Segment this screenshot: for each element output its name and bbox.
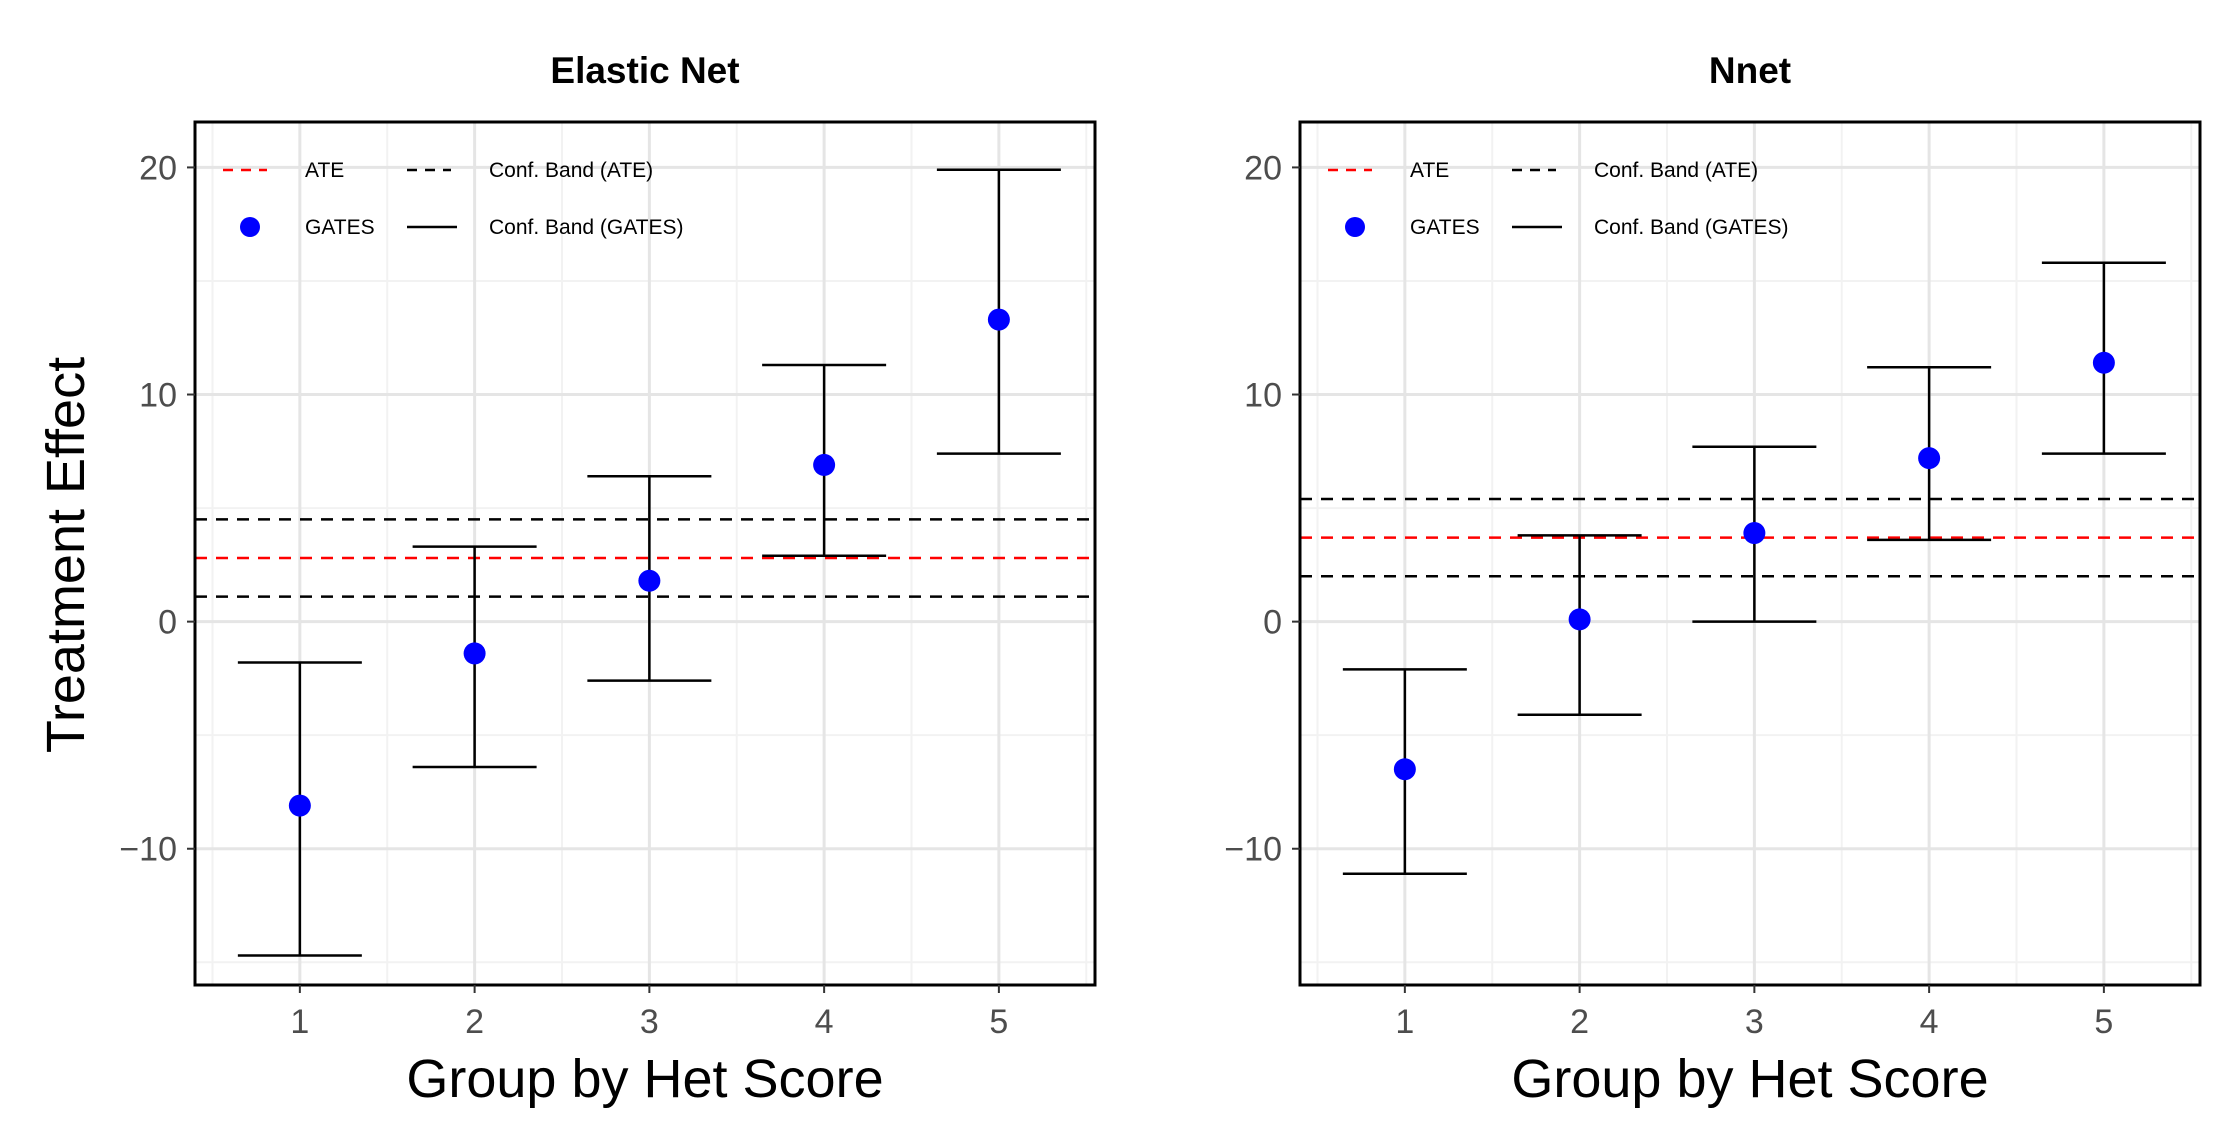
legend-gates-key [1345, 217, 1365, 237]
x-tick-label: 3 [640, 1003, 659, 1041]
panel-title: Nnet [1709, 50, 1791, 91]
panel-nnet: Nnet −10 0 10 20 1 2 3 4 5 Group by Het Score ATE Co… [1224, 50, 2202, 1109]
legend-gates-key [240, 217, 260, 237]
legend: ATE Conf. Band (ATE) GATES Conf. Band (GATE… [1328, 159, 1789, 239]
x-tick-label: 1 [1395, 1003, 1414, 1041]
y-axis-label: Treatment Effect [36, 357, 96, 753]
gates-point-3 [1743, 522, 1766, 545]
x-tick-label: 2 [1570, 1003, 1589, 1041]
x-tick-label: 1 [290, 1003, 309, 1041]
panel-border [1298, 120, 2202, 987]
y-tick-label: −10 [1224, 831, 1282, 869]
y-tick-label: 0 [158, 604, 177, 642]
y-tick-label: 20 [1244, 149, 1282, 187]
legend-ate-label: ATE [305, 159, 344, 182]
legend-ate-label: ATE [1410, 159, 1449, 182]
gates-point-4 [813, 453, 836, 476]
legend-band-gates-label: Conf. Band (GATES) [1594, 216, 1789, 239]
legend-band-ate-label: Conf. Band (ATE) [1594, 159, 1758, 182]
x-tick-label: 5 [2094, 1003, 2113, 1041]
y-tick-label: 0 [1263, 604, 1282, 642]
x-axis-label: Group by Het Score [1511, 1049, 1988, 1109]
legend-gates-label: GATES [305, 216, 375, 239]
gates-point-5 [2092, 351, 2115, 374]
legend-band-ate-label: Conf. Band (ATE) [489, 159, 653, 182]
y-tick-label: 10 [139, 377, 177, 415]
legend-gates-label: GATES [1410, 216, 1480, 239]
legend: ATE Conf. Band (ATE) GATES Conf. Band (GATE… [223, 159, 684, 239]
x-axis-label: Group by Het Score [406, 1049, 883, 1109]
gates-point-1 [1393, 758, 1416, 781]
gates-point-2 [1568, 608, 1591, 631]
panel-title: Elastic Net [550, 50, 739, 91]
gates-point-4 [1918, 447, 1941, 470]
legend-band-gates-label: Conf. Band (GATES) [489, 216, 684, 239]
panel-elastic-net: Elastic Net −10 0 10 20 1 2 3 4 5 Group by Het Sco… [119, 50, 1097, 1109]
panel-border [193, 120, 1097, 987]
gates-point-5 [987, 308, 1010, 331]
x-tick-label: 3 [1745, 1003, 1764, 1041]
gates-point-1 [288, 794, 311, 817]
gates-point-3 [638, 569, 661, 592]
x-tick-label: 4 [1920, 1003, 1939, 1041]
gates-point-2 [463, 642, 486, 665]
x-tick-label: 4 [815, 1003, 834, 1041]
x-tick-label: 2 [465, 1003, 484, 1041]
y-tick-label: 10 [1244, 377, 1282, 415]
x-tick-label: 5 [989, 1003, 1008, 1041]
y-tick-label: 20 [139, 149, 177, 187]
y-tick-label: −10 [119, 831, 177, 869]
